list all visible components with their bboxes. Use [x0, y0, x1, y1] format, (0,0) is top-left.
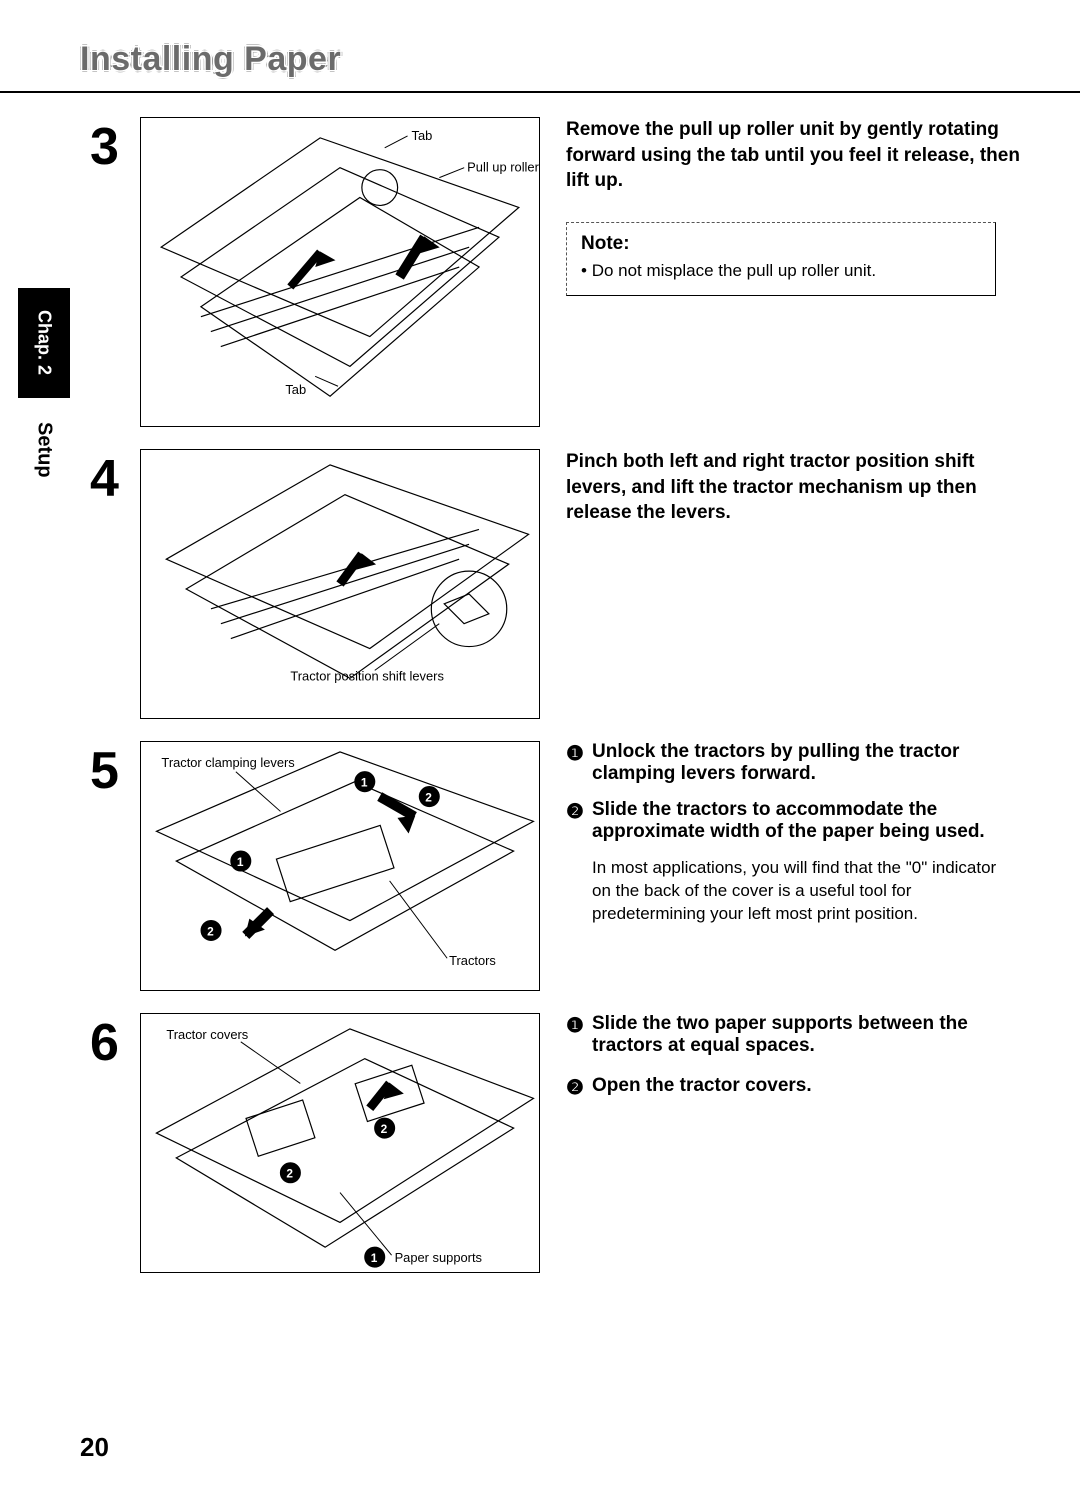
sub-text: Unlock the tractors by pulling the tract…	[592, 741, 1020, 785]
page-title: Installing Paper	[80, 40, 1020, 79]
sub-num: ❷	[566, 1075, 592, 1100]
step-3: 3	[90, 117, 1020, 427]
step-4: 4 Tractor position shift levers	[90, 449, 1020, 719]
label-tab-bottom: Tab	[285, 382, 306, 397]
step-5-text: ❶ Unlock the tractors by pulling the tra…	[566, 741, 1020, 926]
step-6-sub2: ❷ Open the tractor covers.	[566, 1075, 1020, 1100]
step-6-diagram: Tractor covers Paper supports 2 2 1	[140, 1013, 540, 1273]
sub-text: Slide the tractors to accommodate the ap…	[592, 799, 1020, 843]
step-5: 5 Tractor	[90, 741, 1020, 991]
note-title: Note:	[581, 233, 981, 255]
step-3-instruction: Remove the pull up roller unit by gently…	[566, 117, 1020, 194]
step-number: 3	[90, 121, 140, 173]
step-3-diagram: Tab Pull up roller unit Tab	[140, 117, 540, 427]
svg-text:2: 2	[381, 1122, 388, 1136]
step-4-instruction: Pinch both left and right tractor positi…	[566, 449, 1020, 526]
chapter-tab: Chap. 2	[18, 288, 70, 398]
step-5-sub2: ❷ Slide the tractors to accommodate the …	[566, 799, 1020, 843]
label-clamp: Tractor clamping levers	[161, 755, 294, 770]
manual-page: Installing Paper Chap. 2 Setup 3	[0, 0, 1080, 1491]
label-tab-top: Tab	[412, 128, 433, 143]
sub-num: ❶	[566, 741, 592, 785]
step-6-sub1: ❶ Slide the two paper supports between t…	[566, 1013, 1020, 1057]
step-4-diagram: Tractor position shift levers	[140, 449, 540, 719]
sub-text: Open the tractor covers.	[592, 1075, 812, 1100]
note-item: Do not misplace the pull up roller unit.	[581, 261, 981, 281]
sub-num: ❷	[566, 799, 592, 843]
svg-text:1: 1	[371, 1251, 378, 1265]
note-box: Note: Do not misplace the pull up roller…	[566, 222, 996, 296]
step-number: 5	[90, 745, 140, 797]
step-5-helper: In most applications, you will find that…	[592, 857, 1012, 926]
step-5-diagram: Tractor clamping levers Tractors 1 2 1 2	[140, 741, 540, 991]
svg-text:1: 1	[361, 776, 368, 790]
step-4-text: Pinch both left and right tractor positi…	[566, 449, 1020, 546]
section-label: Setup	[18, 410, 70, 490]
step-number: 4	[90, 453, 140, 505]
page-number: 20	[80, 1432, 109, 1463]
svg-text:2: 2	[207, 924, 214, 938]
label-covers: Tractor covers	[166, 1027, 248, 1042]
label-tractors: Tractors	[449, 953, 496, 968]
label-supports: Paper supports	[395, 1250, 482, 1265]
step-6-text: ❶ Slide the two paper supports between t…	[566, 1013, 1020, 1114]
svg-text:1: 1	[237, 855, 244, 869]
svg-text:2: 2	[425, 791, 432, 805]
step-3-text: Remove the pull up roller unit by gently…	[566, 117, 1020, 296]
content: 3	[90, 117, 1020, 1273]
label-roller: Pull up roller unit	[467, 160, 539, 175]
title-rule	[0, 91, 1080, 93]
step-6: 6 Tractor covers	[90, 1013, 1020, 1273]
svg-text:2: 2	[286, 1167, 293, 1181]
sub-num: ❶	[566, 1013, 592, 1057]
sub-text: Slide the two paper supports between the…	[592, 1013, 1020, 1057]
step-number: 6	[90, 1017, 140, 1069]
step-5-sub1: ❶ Unlock the tractors by pulling the tra…	[566, 741, 1020, 785]
label-levers-1: Tractor position shift levers	[290, 668, 444, 683]
